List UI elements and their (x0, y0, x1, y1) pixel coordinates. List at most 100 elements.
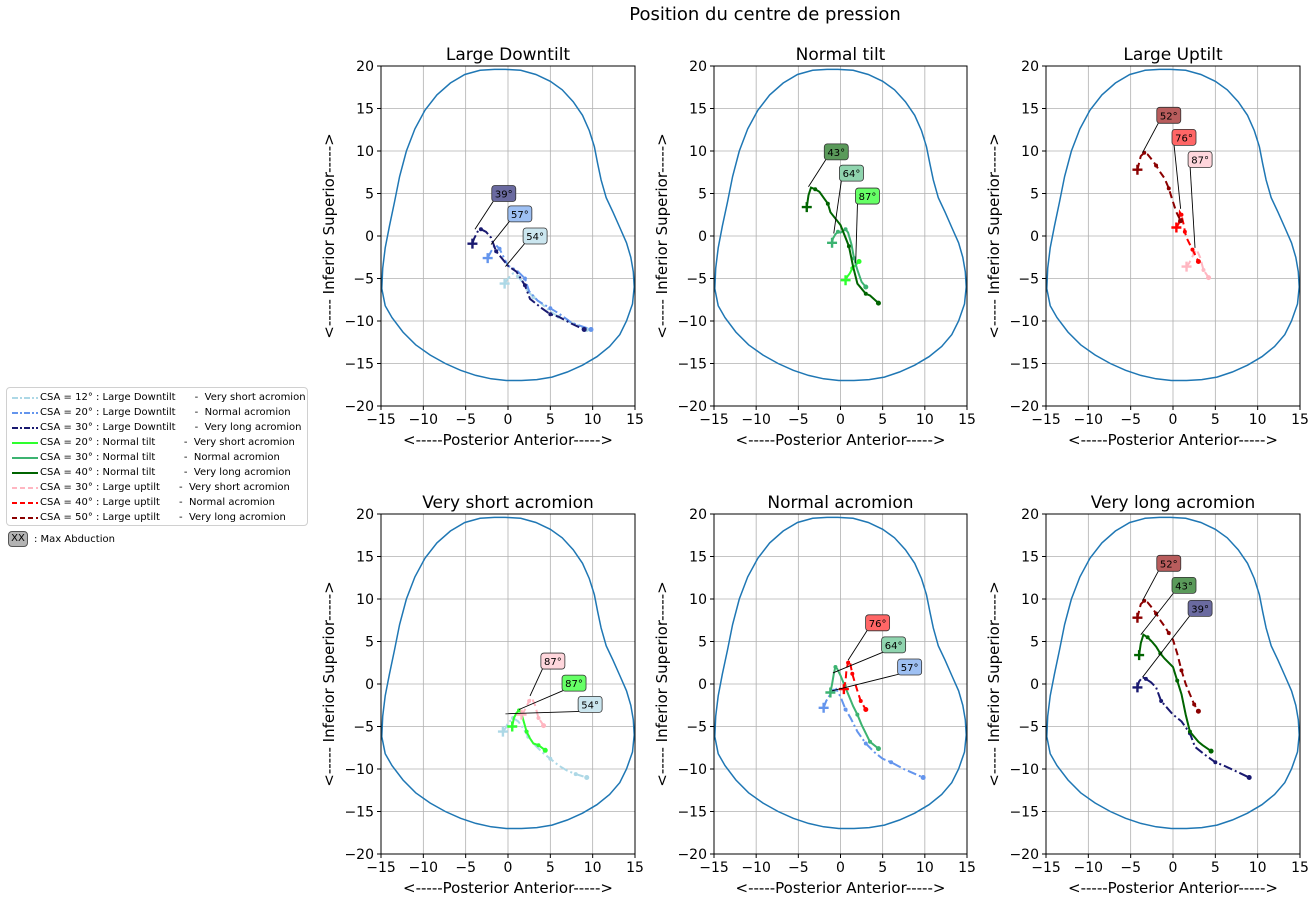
annotation-text: 76° (869, 619, 887, 630)
series-start-marker (1134, 650, 1145, 661)
y-tick-label: −5 (353, 272, 374, 288)
series-point (833, 665, 838, 669)
y-axis-label: <----- Inferior Superior-----> (320, 133, 338, 338)
subplot-2: 43°64°87°−15 −10 −5 0 5 10 15−20−15−10−5051015… (653, 45, 976, 449)
legend-entry-label: CSA = 30° : Normal tilt - Normal acromio… (40, 452, 280, 463)
x-tick-label: −15 (699, 860, 729, 876)
legend-entry-label: CSA = 20° : Large Downtilt - Normal acro… (40, 407, 291, 418)
y-tick-label: −5 (1018, 720, 1039, 736)
annotation-arrow (832, 651, 884, 674)
annotation-text: 39° (495, 190, 513, 201)
series-start-marker (499, 278, 510, 289)
series-end-point (541, 723, 547, 729)
x-tick-label: −10 (1074, 412, 1104, 428)
series-point (863, 741, 868, 746)
legend-swatch (12, 397, 38, 399)
x-tick-label: −15 (699, 412, 729, 428)
annotation-text: 54° (581, 700, 599, 711)
x-tick-label: −10 (741, 860, 771, 876)
series-point (536, 716, 541, 720)
x-tick-label: −5 (1120, 412, 1141, 428)
series-point (843, 227, 848, 232)
y-tick-label: 20 (689, 59, 707, 75)
annotation-box (577, 696, 603, 713)
series-point (843, 707, 848, 712)
annotation-text: 43° (827, 148, 845, 159)
x-tick-label: 10 (916, 412, 934, 428)
x-tick-label: 10 (1249, 860, 1267, 876)
max-abduction-label: 76° (865, 614, 891, 632)
series-start-marker (825, 687, 836, 698)
annotation-box (507, 205, 533, 223)
legend-swatch (12, 427, 38, 429)
x-tick-label: −15 (366, 860, 396, 876)
y-tick-label: 0 (365, 229, 374, 245)
annotation-text: 64° (843, 169, 861, 180)
series-point (1187, 729, 1192, 734)
x-tick-label: 0 (504, 860, 513, 876)
series-start-marker (516, 709, 527, 720)
annotation-arrow (831, 673, 900, 692)
series-point (858, 699, 863, 703)
annotation-text: 52° (1160, 559, 1178, 570)
annotation-arrow (474, 200, 495, 230)
series-end-point (588, 327, 594, 332)
series-point (851, 256, 856, 261)
max-abduction-label: 52° (1156, 554, 1182, 572)
y-tick-label: −15 (344, 357, 374, 373)
y-tick-label: 0 (698, 229, 707, 245)
x-tick-label: 0 (1169, 860, 1178, 876)
x-tick-label: 15 (958, 860, 976, 876)
subplot-title: Very long acromion (1091, 493, 1256, 513)
series-start-marker (1132, 612, 1143, 623)
series-start-marker (801, 202, 812, 213)
series-point (846, 660, 851, 665)
glenoid-outline (381, 516, 635, 830)
y-tick-label: −5 (353, 720, 374, 736)
x-tick-label: −15 (1031, 412, 1061, 428)
series-end-point (1178, 218, 1184, 224)
legend-swatch (12, 502, 38, 504)
legend-entry-label: CSA = 50° : Large uptilt - Very long acr… (40, 512, 286, 523)
max-abduction-label: 87° (1187, 151, 1213, 168)
x-tick-label: 5 (1211, 860, 1220, 876)
annotation-box (865, 614, 891, 632)
series-point (1190, 247, 1195, 252)
series-point (548, 756, 553, 761)
x-axis-label: <-----Posterior Anterior-----> (403, 431, 613, 449)
annotation-text: 57° (511, 210, 529, 221)
annotation-box (1171, 577, 1197, 594)
series-start-marker (1132, 164, 1143, 175)
legend-entry-label: CSA = 20° : Normal tilt - Very short acr… (40, 437, 295, 448)
series-line (1136, 599, 1200, 712)
y-tick-label: −20 (344, 847, 374, 863)
y-tick-label: 10 (1021, 144, 1039, 160)
series-start-marker (1132, 682, 1143, 693)
subplot-title: Very short acromion (422, 493, 594, 513)
subplot-3: 52°76°87°−15 −10 −5 0 5 10 15−20−15−10−5051015… (985, 45, 1309, 449)
max-abduction-label: 43° (823, 143, 849, 161)
max-abduction-label: 76° (1171, 128, 1197, 146)
series-end-point (875, 300, 881, 306)
series-start-marker (497, 726, 508, 737)
series-start-marker (467, 238, 478, 249)
x-axis-label: <-----Posterior Anterior-----> (736, 431, 946, 449)
max-abduction-label: 39° (1187, 599, 1213, 617)
subplot-title: Normal acromion (767, 493, 913, 513)
series-point (1179, 668, 1184, 673)
legend: CSA = 12° : Large Downtilt - Very short … (6, 387, 308, 526)
y-tick-label: 5 (365, 635, 374, 651)
x-tick-label: 5 (546, 412, 555, 428)
series-end-point (863, 707, 869, 712)
glenoid-outline (1046, 68, 1300, 382)
annotation-arrow (847, 629, 868, 661)
series-line (822, 687, 924, 779)
annotation-box (897, 658, 923, 676)
series-end-point (1206, 275, 1212, 281)
series-line (1185, 247, 1210, 279)
x-tick-label: −15 (366, 412, 396, 428)
series-point (868, 739, 873, 744)
x-tick-label: 5 (546, 860, 555, 876)
y-tick-label: 15 (356, 102, 374, 118)
annotation-box (561, 674, 587, 692)
